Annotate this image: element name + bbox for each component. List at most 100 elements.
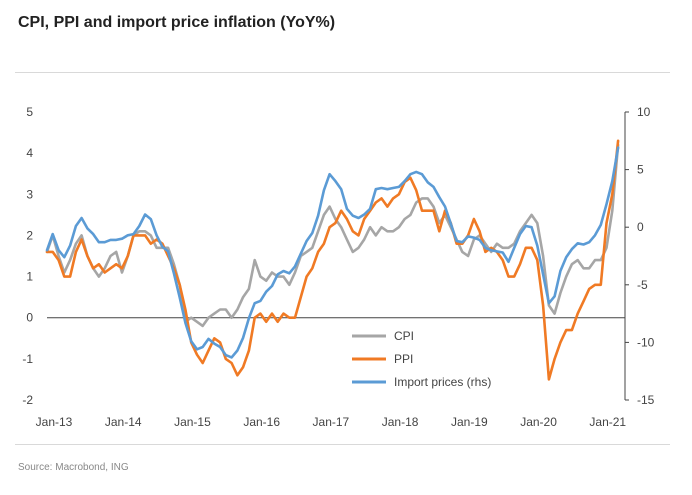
import-prices-rhs-point (224, 354, 227, 356)
cpi-point (553, 312, 556, 315)
cpi-point (167, 246, 170, 249)
ppi-point (547, 378, 550, 381)
cpi-point (311, 246, 314, 249)
ppi-point (409, 176, 412, 179)
import-prices-rhs-point (611, 180, 614, 183)
import-prices-rhs-point (351, 214, 354, 217)
ppi-point (432, 209, 435, 212)
left-y-tick-label: 0 (26, 311, 33, 325)
import-prices-rhs-point (144, 213, 146, 216)
ppi-point (207, 349, 210, 352)
cpi-point (415, 201, 418, 204)
ppi-point (340, 209, 343, 212)
cpi-point (432, 205, 435, 208)
import-prices-rhs-point (599, 223, 602, 226)
cpi-point (392, 230, 395, 233)
ppi-point (224, 357, 227, 360)
cpi-point (288, 283, 291, 286)
ppi-point (513, 275, 516, 278)
ppi-point (386, 205, 389, 208)
cpi-point (219, 308, 221, 311)
ppi-point (69, 275, 71, 278)
import-prices-rhs-point (51, 233, 54, 236)
cpi-point (588, 267, 591, 270)
cpi-point (409, 213, 412, 216)
import-prices-rhs-point (386, 188, 389, 191)
import-prices-rhs-point (294, 265, 296, 268)
legend-label: PPI (394, 352, 413, 366)
ppi-point (236, 374, 239, 377)
ppi-point (230, 362, 233, 364)
cpi-point (369, 226, 371, 229)
x-tick-label: Jan-20 (520, 415, 557, 429)
import-prices-rhs-point (98, 241, 100, 244)
cpi-point (103, 267, 106, 270)
left-y-tick-label: -2 (22, 393, 33, 407)
import-prices-rhs-point (542, 273, 545, 276)
import-prices-rhs-point (213, 342, 216, 345)
right-y-tick-label: -15 (637, 393, 655, 407)
ppi-point (334, 222, 337, 224)
ppi-point (392, 197, 395, 200)
ppi-point (311, 267, 314, 270)
x-tick-label: Jan-18 (382, 415, 419, 429)
import-prices-rhs-point (322, 189, 325, 192)
import-prices-rhs-point (507, 260, 510, 263)
cpi-point (467, 255, 469, 257)
import-prices-rhs-point (513, 247, 516, 249)
legend-label: CPI (394, 329, 414, 343)
ppi-point (576, 312, 579, 315)
top-divider (15, 72, 670, 73)
ppi-point (299, 296, 302, 299)
cpi-point (386, 230, 389, 233)
right-y-tick-label: 0 (637, 220, 644, 234)
right-y-tick-label: 10 (637, 105, 651, 119)
ppi-point (271, 312, 273, 315)
ppi-point (138, 234, 141, 237)
import-prices-rhs-point (219, 346, 221, 348)
ppi-point (478, 230, 481, 233)
import-prices-rhs-point (415, 171, 418, 173)
import-prices-rhs-point (109, 238, 112, 241)
cpi-point (542, 255, 545, 257)
ppi-point (92, 267, 95, 270)
import-prices-rhs-point (444, 205, 446, 208)
right-y-tick-label: 5 (637, 163, 644, 177)
import-prices-rhs-point (484, 247, 487, 249)
ppi-point (617, 139, 619, 142)
import-prices-rhs-point (311, 232, 314, 234)
cpi-point (253, 259, 256, 262)
cpi-point (196, 320, 198, 323)
import-prices-rhs-point (478, 238, 481, 241)
ppi-point (507, 275, 510, 278)
import-prices-rhs-point (149, 218, 152, 221)
import-prices-rhs-point (426, 181, 429, 184)
ppi-point (121, 267, 123, 270)
ppi-point (213, 337, 216, 340)
cpi-point (149, 234, 152, 237)
cpi-point (213, 312, 216, 315)
import-prices-rhs-point (299, 252, 302, 255)
ppi-point (196, 353, 198, 356)
import-prices-rhs-point (565, 256, 568, 259)
cpi-point (559, 292, 562, 294)
left-y-tick-label: 2 (26, 228, 33, 242)
cpi-point (594, 259, 596, 262)
cpi-point (259, 275, 262, 278)
import-prices-rhs-point (340, 188, 343, 191)
ppi-point (155, 238, 158, 241)
ppi-point (248, 349, 250, 352)
cpi-point (190, 316, 193, 319)
import-prices-rhs-point (449, 222, 452, 225)
cpi-point (207, 316, 210, 319)
ppi-point (46, 250, 48, 253)
right-y-tick-label: -10 (637, 335, 655, 349)
cpi-point (74, 242, 77, 245)
import-prices-rhs-point (253, 302, 256, 305)
ppi-point (144, 234, 146, 237)
cpi-point (461, 250, 464, 253)
import-prices-rhs-point (103, 241, 106, 244)
ppi-point (351, 230, 354, 233)
cpi-point (115, 250, 118, 253)
cpi-point (265, 279, 268, 282)
